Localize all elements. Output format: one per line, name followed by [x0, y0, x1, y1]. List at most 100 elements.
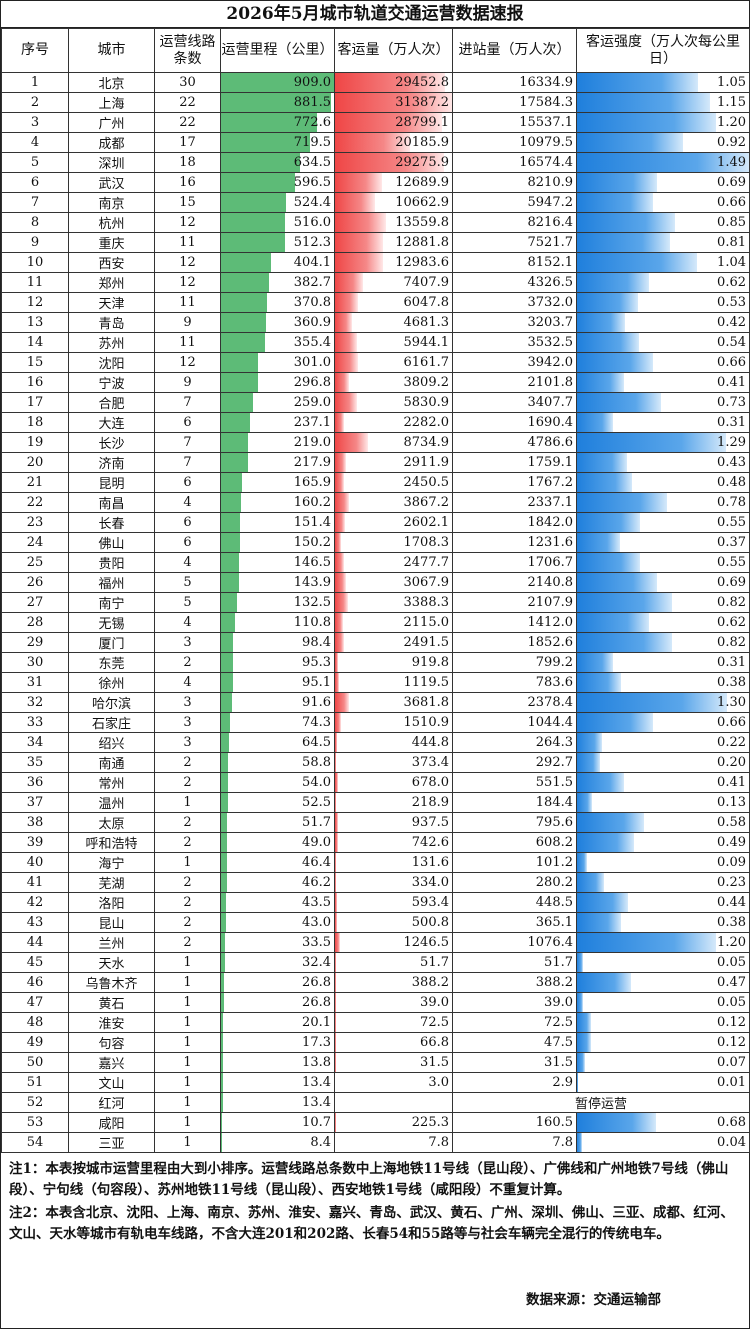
mileage-bar [221, 813, 228, 832]
ridership-value: 131.6 [411, 855, 449, 870]
intensity-bar [577, 113, 716, 132]
row-intensity: 0.20 [576, 752, 750, 773]
ridership-value: 742.6 [411, 835, 449, 850]
intensity-bar [577, 693, 728, 712]
row-index: 34 [1, 732, 69, 753]
row-entries: 365.1 [452, 912, 577, 933]
row-ridership: 12983.6 [334, 252, 453, 273]
intensity-bar [577, 793, 592, 812]
ridership-value: 1708.3 [403, 535, 450, 550]
row-city: 佛山 [68, 532, 155, 553]
intensity-value: 0.44 [717, 895, 746, 910]
row-city: 北京 [68, 72, 155, 93]
row-entries: 795.6 [452, 812, 577, 833]
row-city: 天水 [68, 952, 155, 973]
mileage-bar [221, 553, 240, 572]
row-ridership: 66.8 [334, 1032, 453, 1053]
row-mileage: 301.0 [220, 352, 335, 373]
ridership-value: 31387.2 [395, 95, 449, 110]
ridership-bar [335, 553, 345, 572]
table-row: 35 南通 2 58.8 373.4 292.7 0.20 [1, 752, 750, 773]
row-entries: 5947.2 [452, 192, 577, 213]
row-index: 29 [1, 632, 69, 653]
row-mileage: 259.0 [220, 392, 335, 413]
intensity-bar [577, 293, 639, 312]
ridership-value: 593.4 [411, 895, 449, 910]
row-intensity: 0.66 [576, 352, 750, 373]
row-index: 32 [1, 692, 69, 713]
row-intensity: 0.05 [576, 992, 750, 1013]
row-entries: 1412.0 [452, 612, 577, 633]
ridership-value: 225.3 [411, 1115, 449, 1130]
row-mileage: 58.8 [220, 752, 335, 773]
row-intensity: 0.62 [576, 272, 750, 293]
row-intensity: 0.53 [576, 292, 750, 313]
row-city: 宁波 [68, 372, 155, 393]
intensity-bar [577, 833, 634, 852]
row-lines: 7 [154, 432, 221, 453]
table-row: 1 北京 30 909.0 29452.8 16334.9 1.05 [1, 72, 750, 93]
row-index: 40 [1, 852, 69, 873]
header-index: 序号 [1, 28, 69, 73]
row-entries: 2101.8 [452, 372, 577, 393]
row-lines: 6 [154, 512, 221, 533]
row-intensity: 0.43 [576, 452, 750, 473]
ridership-bar [335, 433, 368, 452]
ridership-value: 3388.3 [403, 595, 450, 610]
intensity-bar [577, 333, 640, 352]
table-row: 24 佛山 6 150.2 1708.3 1231.6 0.37 [1, 532, 750, 553]
mileage-value: 237.1 [293, 415, 331, 430]
intensity-bar [577, 233, 671, 252]
row-intensity: 0.09 [576, 852, 750, 873]
row-intensity: 0.41 [576, 372, 750, 393]
row-lines: 1 [154, 1032, 221, 1053]
table-row: 48 淮安 1 20.1 72.5 72.5 0.12 [1, 1012, 750, 1033]
mileage-bar [221, 533, 240, 552]
row-lines: 17 [154, 132, 221, 153]
ridership-bar [335, 893, 338, 912]
row-mileage: 110.8 [220, 612, 335, 633]
row-intensity: 0.12 [576, 1012, 750, 1033]
row-lines: 2 [154, 772, 221, 793]
mileage-bar [221, 1013, 224, 1032]
mileage-bar [221, 993, 225, 1012]
header-mileage: 运营里程（公里） [220, 28, 335, 73]
row-mileage: 43.5 [220, 892, 335, 913]
row-ridership: 1708.3 [334, 532, 453, 553]
ridership-bar [335, 313, 353, 332]
mileage-value: 64.5 [302, 735, 331, 750]
mileage-value: 95.3 [302, 655, 331, 670]
table-row: 45 天水 1 32.4 51.7 51.7 0.05 [1, 952, 750, 973]
row-mileage: 43.0 [220, 912, 335, 933]
row-entries: 160.5 [452, 1112, 577, 1133]
ridership-bar [335, 833, 338, 852]
row-mileage: 20.1 [220, 1012, 335, 1033]
row-entries: 8210.9 [452, 172, 577, 193]
row-city: 黄石 [68, 992, 155, 1013]
row-index: 25 [1, 552, 69, 573]
mileage-value: 54.0 [302, 775, 331, 790]
intensity-bar [577, 613, 649, 632]
intensity-bar [577, 1133, 582, 1152]
row-intensity: 0.38 [576, 912, 750, 933]
mileage-value: 95.1 [302, 675, 331, 690]
mileage-bar [221, 893, 227, 912]
row-index: 50 [1, 1052, 69, 1073]
header-intensity: 客运强度（万人次每公里日） [576, 28, 750, 73]
ridership-bar [335, 353, 358, 372]
row-city: 武汉 [68, 172, 155, 193]
row-lines: 7 [154, 452, 221, 473]
table-row: 40 海宁 1 46.4 131.6 101.2 0.09 [1, 852, 750, 873]
intensity-value: 0.66 [717, 195, 746, 210]
row-city: 句容 [68, 1032, 155, 1053]
table-row: 21 昆明 6 165.9 2450.5 1767.2 0.48 [1, 472, 750, 493]
row-lines: 11 [154, 232, 221, 253]
intensity-bar [577, 273, 649, 292]
row-index: 14 [1, 332, 69, 353]
row-mileage: 143.9 [220, 572, 335, 593]
intensity-bar [577, 153, 749, 172]
row-index: 51 [1, 1072, 69, 1093]
intensity-value: 0.07 [717, 1055, 746, 1070]
row-entries: 7.8 [452, 1132, 577, 1153]
